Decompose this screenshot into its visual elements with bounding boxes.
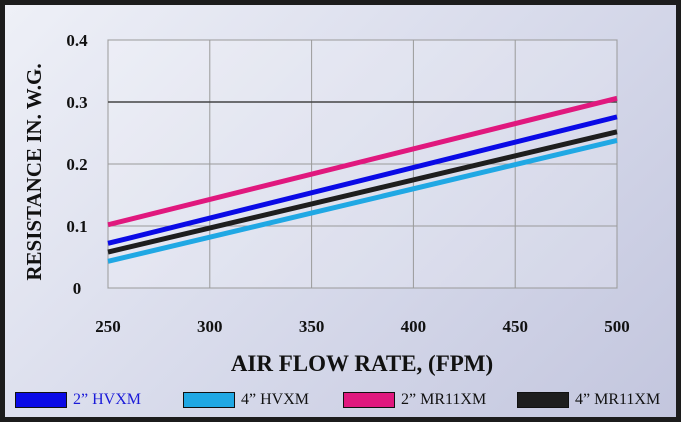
legend-label: 2” HVXM xyxy=(73,391,141,408)
series-line-3 xyxy=(107,129,618,255)
legend-swatch xyxy=(343,392,395,408)
x-tick-label: 500 xyxy=(604,317,630,336)
y-tick-label: 0.2 xyxy=(66,155,87,174)
legend-item: 4” HVXM xyxy=(183,389,309,411)
legend-item: 4” MR11XM xyxy=(517,389,660,411)
y-axis-title: RESISTANCE IN. W.G. xyxy=(22,63,46,280)
legend: 2” HVXM 4” HVXM 2” MR11XM 4” MR11XM xyxy=(5,383,676,415)
legend-swatch xyxy=(183,392,235,408)
legend-label: 4” MR11XM xyxy=(575,391,661,408)
legend-swatch xyxy=(15,392,67,408)
legend-label: 2” MR11XM xyxy=(401,391,487,408)
legend-item: 2” MR11XM xyxy=(343,389,486,411)
x-axis-title: AIR FLOW RATE, (FPM) xyxy=(231,351,493,376)
x-tick-label: 300 xyxy=(197,317,223,336)
series-line-1 xyxy=(107,138,618,264)
legend-label: 4” HVXM xyxy=(241,391,309,408)
series-line-0 xyxy=(107,114,618,246)
x-axis-ticks: 250 300 350 400 450 500 xyxy=(95,317,630,336)
x-tick-label: 450 xyxy=(502,317,528,336)
y-tick-label: 0.4 xyxy=(66,31,88,50)
y-tick-label: 0 xyxy=(73,279,82,298)
y-tick-label: 0.1 xyxy=(66,217,87,236)
x-tick-label: 350 xyxy=(299,317,325,336)
y-axis-ticks: 0 0.1 0.2 0.3 0.4 xyxy=(66,31,88,298)
x-tick-label: 400 xyxy=(401,317,427,336)
legend-item: 2” HVXM xyxy=(15,389,141,411)
line-chart: 250 300 350 400 450 500 0 0.1 0.2 0.3 0.4 AIR FLO… xyxy=(22,31,630,376)
legend-swatch xyxy=(517,392,569,408)
y-tick-label: 0.3 xyxy=(66,93,87,112)
data-lines xyxy=(107,95,618,264)
series-line-2 xyxy=(107,95,618,228)
x-tick-label: 250 xyxy=(95,317,121,336)
